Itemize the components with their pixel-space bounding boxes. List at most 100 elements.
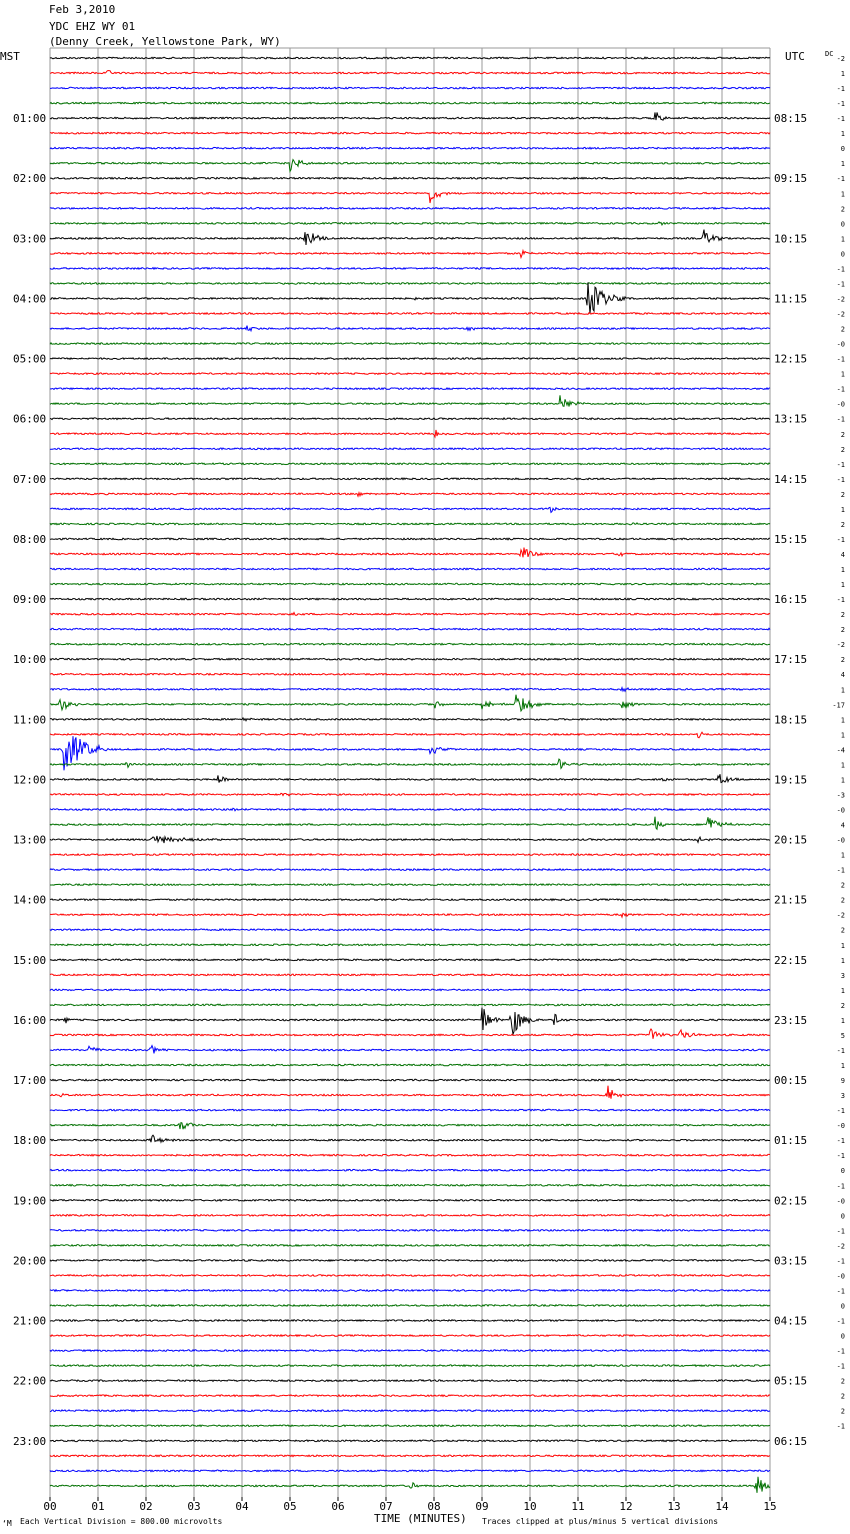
x-tick-labels: 00 01 02 03 04 05 06 07 08 09 10 11 12 13 14 15 — [43, 1497, 777, 1513]
seismic-trace — [50, 685, 771, 693]
seismic-trace — [49, 758, 771, 770]
dc-offset-label: -1 — [837, 596, 845, 604]
right-time-label: 15:15 — [774, 533, 807, 546]
dc-offset-label: 2 — [841, 1002, 845, 1010]
x-tick-label: 04 — [235, 1500, 249, 1513]
seismic-trace — [49, 1183, 771, 1187]
x-tick-label: 02 — [139, 1500, 152, 1513]
left-time-label: 22:00 — [13, 1375, 46, 1388]
x-tick-label: 08 — [427, 1500, 440, 1513]
right-time-label: 08:15 — [774, 112, 807, 125]
seismic-trace — [49, 1085, 771, 1099]
seismic-trace — [49, 1476, 771, 1493]
dc-offset-label: 4 — [841, 671, 845, 679]
clipping-note: Traces clipped at plus/minus 5 vertical … — [482, 1517, 718, 1526]
left-time-label: 15:00 — [13, 954, 46, 967]
seismic-trace — [49, 988, 771, 992]
dc-offset-label: 1 — [841, 776, 845, 784]
dc-offset-label: 2 — [841, 1408, 845, 1416]
seismic-trace — [49, 462, 771, 466]
left-time-label: 01:00 — [13, 112, 46, 125]
seismic-trace — [49, 447, 771, 451]
seismic-trace — [49, 371, 771, 376]
seismic-trace — [49, 1273, 771, 1278]
dc-offset-label: -0 — [837, 341, 845, 349]
trace-group — [49, 56, 771, 1493]
seismic-trace — [49, 221, 771, 226]
seismic-trace — [49, 311, 771, 316]
right-time-label: 05:15 — [774, 1375, 807, 1388]
seismic-trace — [49, 101, 771, 105]
dc-offset-label: 0 — [841, 220, 845, 228]
seismic-trace — [49, 1228, 771, 1232]
seismic-trace — [49, 1348, 771, 1353]
seismic-trace — [50, 694, 771, 713]
seismic-trace — [49, 281, 771, 286]
dc-offset-label: -17 — [832, 701, 845, 709]
plot-date: Feb 3,2010 — [49, 3, 116, 16]
dc-offset-label: -0 — [837, 1122, 845, 1130]
seismic-trace — [49, 1108, 771, 1112]
dc-offset-label: 1 — [841, 160, 845, 168]
dc-offset-label: -2 — [837, 295, 845, 303]
dc-offset-label: -1 — [837, 100, 845, 108]
seismic-trace — [49, 282, 771, 314]
seismic-trace — [49, 1318, 771, 1323]
dc-offset-label: 2 — [841, 446, 845, 454]
seismic-trace — [49, 1454, 771, 1458]
seismic-trace — [49, 146, 771, 150]
right-time-label: 14:15 — [774, 473, 807, 486]
vertical-division-note: Each Vertical Division = 800.00 microvol… — [20, 1517, 222, 1526]
dc-offset-label: 1 — [841, 852, 845, 860]
dc-offset-label: 2 — [841, 1393, 845, 1401]
seismic-trace — [49, 69, 771, 75]
dc-offset-label: -1 — [837, 476, 845, 484]
seismic-trace — [49, 928, 771, 932]
seismic-trace — [49, 1303, 771, 1308]
left-time-label: 12:00 — [13, 773, 46, 786]
x-tick-label: 09 — [475, 1500, 488, 1513]
dc-offset-label: -0 — [837, 401, 845, 409]
dc-offset-label: -2 — [837, 641, 845, 649]
seismic-trace — [49, 807, 771, 812]
seismic-trace — [49, 1409, 771, 1413]
dc-offset-label: -1 — [837, 265, 845, 273]
right-time-label: 22:15 — [774, 954, 807, 967]
right-time-label: 13:15 — [774, 413, 807, 426]
seismic-trace — [49, 1078, 771, 1082]
right-time-label: 19:15 — [774, 773, 807, 786]
dc-offset-label: 1 — [841, 957, 845, 965]
seismic-trace — [49, 958, 771, 962]
dc-offset-label: -1 — [837, 536, 845, 544]
seismic-trace — [49, 835, 771, 844]
right-time-label: 16:15 — [774, 593, 807, 606]
seismic-trace — [49, 582, 771, 586]
dc-offset-label: -1 — [837, 1152, 845, 1160]
seismic-trace — [49, 898, 771, 902]
seismic-trace — [49, 1007, 771, 1036]
corner-mark: ‘M — [2, 1519, 12, 1528]
right-time-label: 11:15 — [774, 292, 807, 305]
right-time-labels: 08:15 09:15 10:15 11:15 12:15 13:15 14:15 15:15… — [774, 112, 807, 1448]
left-time-label: 19:00 — [13, 1194, 46, 1207]
dc-offset-label: 0 — [841, 1212, 845, 1220]
dc-offset-label: 2 — [841, 1378, 845, 1386]
seismic-trace — [49, 176, 771, 180]
x-tick-label: 06 — [331, 1500, 344, 1513]
dc-offset-label: 3 — [841, 972, 845, 980]
right-time-label: 04:15 — [774, 1315, 807, 1328]
seismic-trace — [49, 1198, 771, 1202]
left-time-label: 10:00 — [13, 653, 46, 666]
dc-offset-label: 1 — [841, 371, 845, 379]
dc-offset-label: 2 — [841, 521, 845, 529]
dc-offset-label: -1 — [837, 85, 845, 93]
seismic-trace — [49, 547, 770, 558]
station-code: YDC EHZ WY 01 — [49, 20, 136, 33]
right-time-label: 17:15 — [774, 653, 807, 666]
seismic-trace — [50, 248, 771, 260]
dc-offset-label: -1 — [837, 280, 845, 288]
dc-offset-label: 1 — [841, 566, 845, 574]
seismic-trace — [49, 611, 771, 616]
seismic-trace — [49, 1379, 771, 1383]
